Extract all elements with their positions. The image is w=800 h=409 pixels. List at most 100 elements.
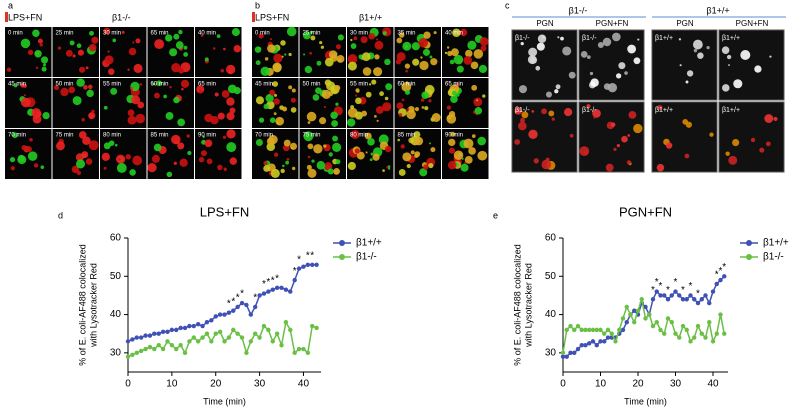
cell <box>204 57 209 62</box>
cell <box>40 56 49 64</box>
cell <box>332 142 342 152</box>
cell <box>323 105 327 109</box>
cell <box>603 83 611 90</box>
data-point <box>590 327 596 333</box>
cell <box>204 139 213 148</box>
panel-title: LPS+FN <box>255 12 289 22</box>
cell <box>254 46 262 53</box>
data-point <box>587 341 592 346</box>
cell <box>479 37 489 46</box>
data-point <box>695 300 701 306</box>
cell <box>177 142 185 150</box>
cell <box>478 64 488 74</box>
cell <box>633 57 641 65</box>
cell <box>21 144 27 151</box>
cell <box>407 105 415 113</box>
cell <box>281 55 284 58</box>
cell <box>728 155 738 165</box>
data-point <box>231 327 236 333</box>
time-label: 25 min <box>303 31 321 37</box>
time-label: 60 min <box>398 82 416 88</box>
data-point <box>213 314 218 319</box>
time-label: 90 min <box>198 133 216 139</box>
cell <box>273 93 277 97</box>
significance: * <box>722 262 726 273</box>
cell <box>286 26 297 37</box>
cell <box>255 96 265 105</box>
data-point <box>226 310 232 315</box>
data-point <box>235 304 240 310</box>
cell <box>177 118 186 127</box>
significance: * <box>236 293 240 304</box>
cell <box>361 110 368 117</box>
cell <box>418 38 429 48</box>
cell <box>283 139 291 147</box>
data-point <box>583 343 588 348</box>
data-point <box>665 316 671 321</box>
cell <box>187 150 192 156</box>
cell <box>131 95 141 105</box>
data-point <box>274 331 280 336</box>
x-tick-label: 0 <box>560 379 566 390</box>
data-point <box>714 281 719 287</box>
time-label: 90 min <box>445 133 463 139</box>
cell <box>587 55 591 59</box>
cell <box>273 53 283 63</box>
cell <box>57 46 62 50</box>
cell <box>43 63 47 67</box>
cell <box>365 91 372 98</box>
cell <box>384 96 389 101</box>
cell <box>127 109 135 117</box>
cell <box>69 40 75 46</box>
condition-label: PGN+FN <box>736 19 769 28</box>
cell <box>181 87 184 91</box>
data-point <box>279 285 284 290</box>
data-point <box>628 312 633 317</box>
cell <box>135 38 141 44</box>
cell <box>562 46 572 56</box>
cell <box>25 146 32 153</box>
cell <box>656 163 665 172</box>
cell <box>373 67 383 77</box>
group-label: β1+/+ <box>706 5 729 15</box>
cell <box>265 93 274 103</box>
data-point <box>200 335 205 340</box>
cell <box>169 48 178 57</box>
cell <box>721 46 730 54</box>
legend-marker <box>746 240 752 246</box>
data-point <box>253 331 258 336</box>
cell <box>450 48 459 57</box>
data-point <box>156 331 161 336</box>
cell <box>334 84 341 91</box>
data-point <box>314 262 319 267</box>
cell <box>740 50 751 61</box>
cell <box>155 83 158 86</box>
data-point <box>200 323 205 329</box>
data-point <box>134 335 139 340</box>
cell <box>75 159 86 169</box>
cell <box>372 153 380 161</box>
data-point <box>187 339 192 344</box>
cell <box>424 106 429 111</box>
cell <box>255 60 261 66</box>
cell <box>444 51 448 55</box>
data-point <box>156 343 161 348</box>
data-point <box>673 289 678 294</box>
data-point <box>590 339 596 344</box>
data-point <box>182 325 188 331</box>
time-label: 50 min <box>303 82 321 88</box>
cell <box>214 92 219 97</box>
cell <box>733 79 743 89</box>
cell <box>110 87 118 95</box>
data-point <box>560 354 566 359</box>
data-point <box>165 329 170 334</box>
cell <box>447 160 457 170</box>
cell <box>335 44 341 50</box>
data-point <box>244 302 249 308</box>
cell <box>27 49 34 56</box>
cell <box>103 27 111 35</box>
cell <box>118 158 121 161</box>
data-point <box>178 325 183 331</box>
cell <box>260 66 270 77</box>
cell <box>104 55 114 65</box>
